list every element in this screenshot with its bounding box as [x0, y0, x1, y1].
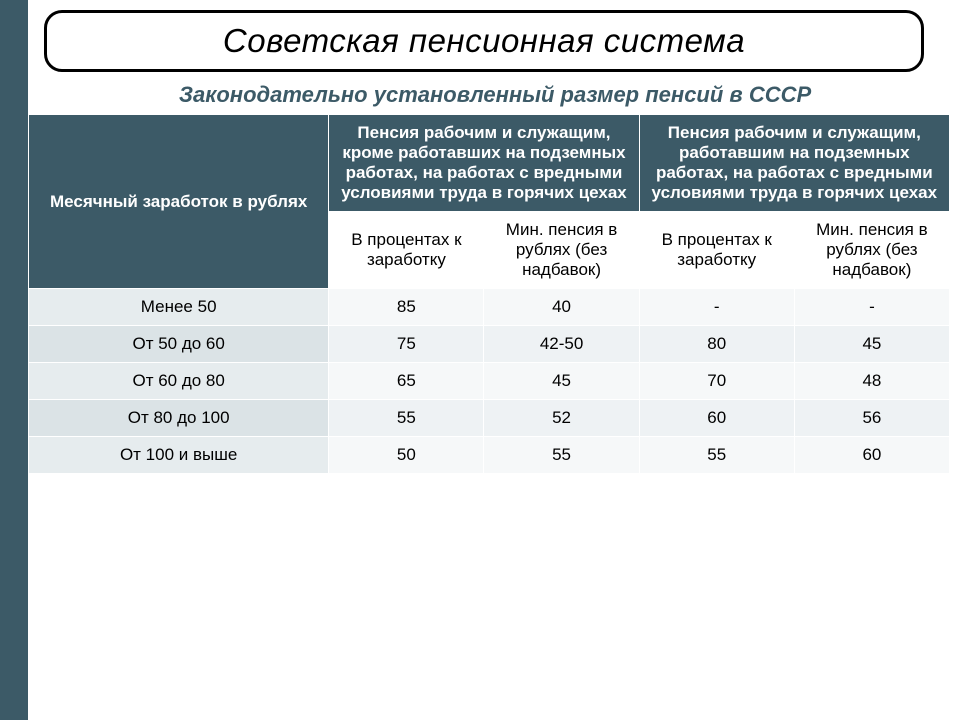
- row-label: От 80 до 100: [29, 400, 329, 437]
- cell-g2-pct: 80: [639, 326, 794, 363]
- title-box: Советская пенсионная система: [44, 10, 924, 72]
- table-row: Менее 50 85 40 - -: [29, 289, 950, 326]
- cell-g2-min: -: [794, 289, 949, 326]
- cell-g1-pct: 50: [329, 437, 484, 474]
- sub-g2-percent: В процентах к заработку: [639, 212, 794, 289]
- cell-g1-min: 52: [484, 400, 639, 437]
- cell-g1-min: 55: [484, 437, 639, 474]
- cell-g2-pct: 60: [639, 400, 794, 437]
- sub-g1-percent: В процентах к заработку: [329, 212, 484, 289]
- row-label: От 100 и выше: [29, 437, 329, 474]
- page-title: Советская пенсионная система: [223, 22, 745, 60]
- accent-bar: [0, 0, 28, 720]
- cell-g2-pct: -: [639, 289, 794, 326]
- row-label: От 50 до 60: [29, 326, 329, 363]
- cell-g1-pct: 85: [329, 289, 484, 326]
- col-group2-header: Пенсия рабочим и служащим, работавшим на…: [639, 115, 949, 212]
- table-row: От 80 до 100 55 52 60 56: [29, 400, 950, 437]
- table-row: От 100 и выше 50 55 55 60: [29, 437, 950, 474]
- cell-g1-min: 42-50: [484, 326, 639, 363]
- cell-g2-min: 56: [794, 400, 949, 437]
- table-row: От 50 до 60 75 42-50 80 45: [29, 326, 950, 363]
- cell-g1-min: 45: [484, 363, 639, 400]
- cell-g2-min: 48: [794, 363, 949, 400]
- sub-g1-min: Мин. пенсия в рублях (без надбавок): [484, 212, 639, 289]
- cell-g1-pct: 75: [329, 326, 484, 363]
- cell-g1-pct: 65: [329, 363, 484, 400]
- table-head: Месячный заработок в рублях Пенсия рабоч…: [29, 115, 950, 289]
- cell-g2-min: 45: [794, 326, 949, 363]
- cell-g2-min: 60: [794, 437, 949, 474]
- table-row: От 60 до 80 65 45 70 48: [29, 363, 950, 400]
- cell-g1-min: 40: [484, 289, 639, 326]
- col-salary-header: Месячный заработок в рублях: [29, 115, 329, 289]
- sub-g2-min: Мин. пенсия в рублях (без надбавок): [794, 212, 949, 289]
- pension-table: Месячный заработок в рублях Пенсия рабоч…: [28, 114, 950, 474]
- table-body: Менее 50 85 40 - - От 50 до 60 75 42-50 …: [29, 289, 950, 474]
- page-subtitle: Законодательно установленный размер пенс…: [60, 82, 930, 108]
- cell-g2-pct: 70: [639, 363, 794, 400]
- cell-g2-pct: 55: [639, 437, 794, 474]
- row-label: От 60 до 80: [29, 363, 329, 400]
- col-group1-header: Пенсия рабочим и служащим, кроме работав…: [329, 115, 639, 212]
- cell-g1-pct: 55: [329, 400, 484, 437]
- row-label: Менее 50: [29, 289, 329, 326]
